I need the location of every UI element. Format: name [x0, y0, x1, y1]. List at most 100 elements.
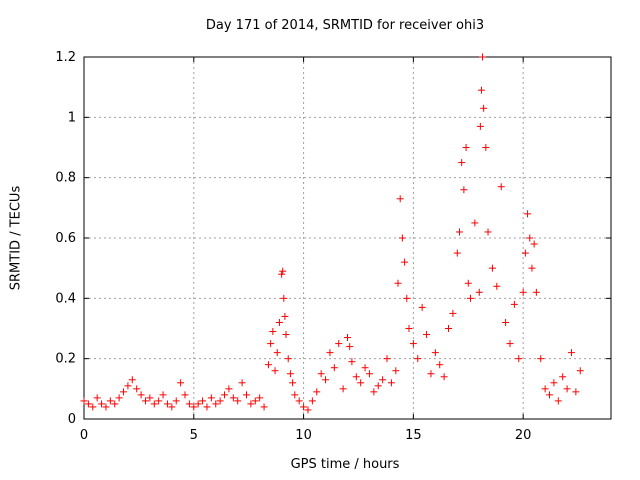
y-axis-label: SRMTID / TECUs: [8, 185, 24, 291]
y-tick-label: 0.6: [55, 231, 76, 246]
data-point: [405, 325, 413, 332]
data-point: [207, 394, 215, 402]
data-point: [326, 349, 334, 357]
data-point: [247, 400, 255, 408]
data-point: [431, 349, 439, 357]
data-point: [524, 210, 532, 218]
y-tick-label: 1.2: [55, 50, 76, 65]
x-axis-label: GPS time / hours: [290, 457, 400, 472]
data-point: [455, 228, 463, 236]
data-point: [181, 391, 189, 399]
data-point: [462, 144, 470, 151]
data-point: [146, 394, 154, 402]
data-point: [212, 400, 220, 408]
data-point: [150, 400, 158, 408]
data-point: [256, 394, 264, 402]
data-point: [418, 303, 426, 311]
y-tick-label: 1: [68, 110, 76, 125]
data-point: [216, 397, 224, 405]
data-point: [436, 361, 444, 369]
data-point: [475, 288, 483, 296]
data-point: [93, 394, 101, 402]
data-point: [488, 264, 496, 272]
data-point: [80, 397, 88, 405]
data-point: [190, 403, 198, 411]
data-point: [168, 403, 176, 411]
data-point: [304, 406, 312, 414]
chart-title: Day 171 of 2014, SRMTID for receiver ohi…: [205, 18, 485, 33]
data-point: [124, 382, 132, 390]
data-point: [521, 249, 529, 257]
data-point: [159, 391, 167, 399]
data-point: [482, 144, 490, 151]
data-point: [493, 282, 501, 290]
data-point: [339, 385, 347, 393]
data-point: [194, 400, 202, 408]
data-point: [155, 397, 163, 405]
x-tick-label: 5: [190, 428, 198, 443]
data-point: [370, 388, 378, 396]
data-point: [374, 382, 382, 390]
data-point: [128, 376, 136, 384]
data-point: [238, 379, 246, 387]
data-point: [546, 391, 554, 399]
x-tick-label: 20: [515, 428, 532, 443]
data-point: [537, 355, 545, 363]
data-point: [84, 400, 92, 408]
data-point: [530, 240, 538, 248]
data-point: [409, 340, 417, 348]
data-point: [242, 391, 250, 399]
data-point: [449, 309, 457, 317]
data-point: [313, 388, 321, 396]
data-point: [286, 370, 294, 378]
data-point: [133, 385, 141, 393]
data-point: [251, 397, 259, 405]
data-point: [484, 228, 492, 236]
data-point: [398, 234, 406, 242]
data-point: [471, 219, 479, 227]
data-point: [98, 400, 106, 408]
data-point: [282, 331, 290, 339]
data-point: [379, 376, 387, 384]
x-tick-label: 0: [80, 428, 88, 443]
data-point: [234, 397, 242, 405]
tick-labels: 0 5 10 15 20 0 0.2 0.4 0.6 0.8 1 1.2: [55, 50, 531, 443]
data-point: [464, 279, 472, 287]
data-point: [120, 388, 128, 396]
data-point: [559, 373, 567, 381]
data-point: [423, 331, 431, 339]
data-point: [203, 403, 211, 411]
data-point: [275, 318, 283, 326]
data-point: [476, 122, 484, 130]
y-tick-label: 0.8: [55, 171, 76, 186]
y-tick-label: 0: [68, 412, 76, 427]
data-point: [519, 288, 527, 296]
data-point: [352, 373, 360, 381]
data-point: [506, 340, 514, 348]
data-point: [445, 325, 453, 332]
data-point: [365, 370, 373, 378]
y-tick-label: 0.2: [55, 352, 76, 367]
data-point: [361, 364, 369, 372]
data-points: [80, 53, 584, 414]
data-point: [225, 385, 233, 393]
data-point: [387, 379, 395, 387]
data-point: [458, 159, 466, 167]
data-point: [394, 279, 402, 287]
data-point: [460, 186, 468, 194]
data-point: [396, 195, 404, 203]
y-tick-label: 0.4: [55, 291, 76, 306]
data-point: [576, 367, 584, 375]
data-point: [453, 249, 461, 257]
data-point: [541, 385, 549, 393]
data-point: [346, 343, 354, 351]
data-point: [335, 340, 343, 348]
data-point: [554, 397, 562, 405]
data-point: [528, 264, 536, 272]
data-point: [141, 397, 149, 405]
data-point: [317, 370, 325, 378]
data-point: [111, 400, 119, 408]
data-point: [271, 367, 279, 375]
data-point: [229, 394, 237, 402]
